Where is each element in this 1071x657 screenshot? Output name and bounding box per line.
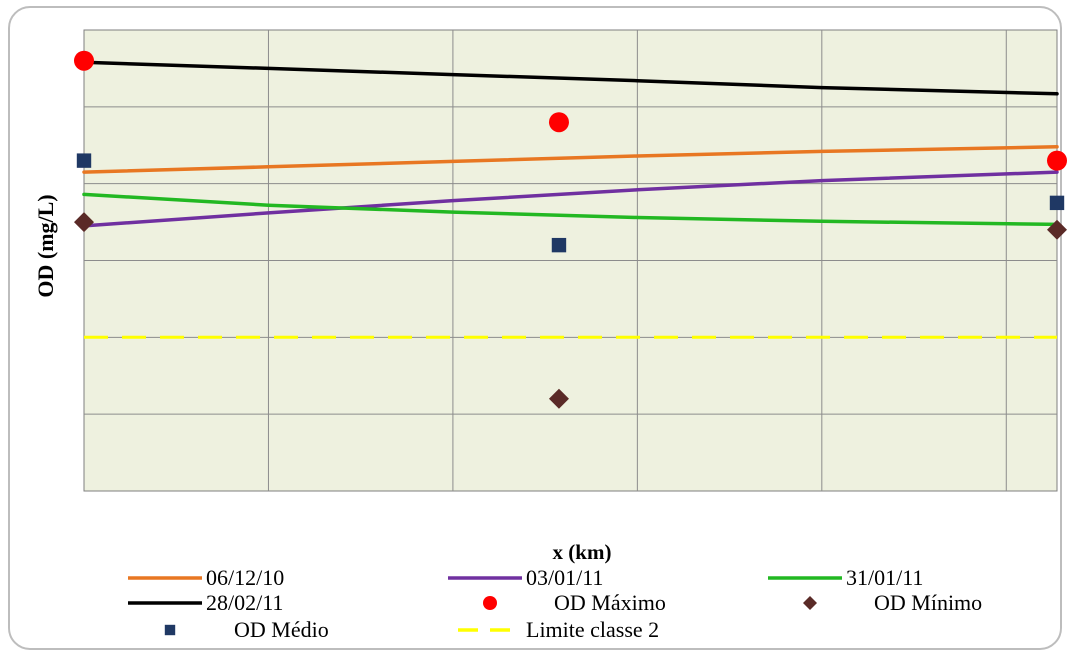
legend-label: 06/12/10: [206, 565, 285, 590]
legend-label: 03/01/11: [526, 565, 604, 590]
series-od-medio-point: [1049, 195, 1065, 211]
series-od-maximo-point: [1047, 150, 1067, 171]
series-31-01-11-line: [82, 192, 1059, 227]
series-03-01-11-line: [82, 170, 1059, 228]
x-axis-label: x (km): [552, 540, 612, 564]
series-layer: [74, 50, 1067, 409]
legend-item-od-medio: OD Médio: [128, 617, 329, 642]
legend-key: [448, 618, 524, 642]
legend-key: [128, 566, 204, 590]
legend-label: OD Mínimo: [874, 590, 983, 615]
legend-label: OD Máximo: [554, 590, 666, 615]
series-od-maximo-point: [74, 50, 94, 71]
legend-item-od-minimo: OD Mínimo: [768, 590, 983, 615]
series-od-maximo-point: [548, 112, 569, 133]
series-od-minimo-point: [548, 388, 569, 409]
legend-item-06-12-10: 06/12/10: [128, 565, 285, 590]
legend-item-od-maximo: OD Máximo: [448, 590, 666, 615]
legend-key: [128, 591, 204, 615]
legend-key: [768, 591, 844, 615]
legend-label: 28/02/11: [206, 590, 284, 615]
legend-item-limite-classe-2: Limite classe 2: [448, 617, 660, 642]
legend-item-28-02-11: 28/02/11: [128, 590, 284, 615]
series-28-02-11-line: [82, 60, 1059, 96]
legend-key: [768, 566, 844, 590]
legend-label: 31/01/11: [846, 565, 924, 590]
legend-label: Limite classe 2: [526, 617, 660, 642]
series-06-12-10-line: [82, 145, 1059, 174]
series-od-medio-point: [76, 153, 92, 168]
legend-label: OD Médio: [234, 617, 329, 642]
series-od-medio-point: [551, 237, 567, 253]
legend-key: [448, 591, 524, 615]
legend-item-31-01-11: 31/01/11: [768, 565, 924, 590]
series-od-minimo-point: [1047, 219, 1067, 240]
series-od-minimo-point: [74, 212, 94, 233]
legend-key: [448, 566, 524, 590]
grid-lines: [84, 30, 1057, 491]
legend-key: [128, 618, 204, 642]
legend-item-03-01-11: 03/01/11: [448, 565, 604, 590]
